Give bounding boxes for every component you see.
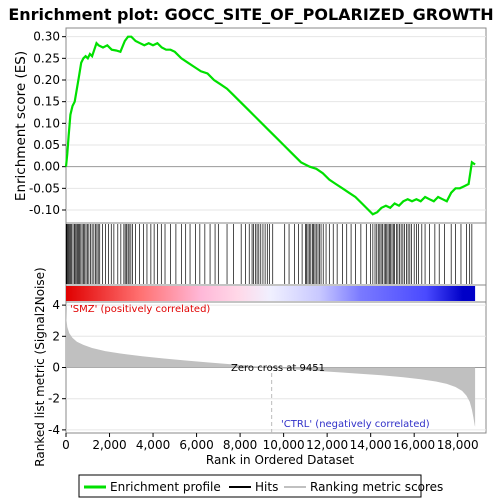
es-gridlines	[66, 36, 486, 211]
legend-ranking-label: Ranking metric scores	[310, 480, 443, 494]
x-tick-label: 4,000	[136, 438, 170, 452]
x-tick-label: 16,000	[393, 438, 435, 452]
hits-area	[65, 222, 487, 286]
es-y-axis-label: Enrichment score (ES)	[13, 51, 29, 201]
es-y-axis: -0.10 -0.05 0.00 0.05 0.10 0.15 0.20 0.25 0.30	[29, 30, 66, 217]
enrichment-score-panel: -0.10 -0.05 0.00 0.05 0.10 0.15 0.20 0.25 0.30 E…	[13, 27, 487, 224]
hit-lines	[65, 224, 473, 284]
es-y-tick-label: 0.10	[33, 116, 60, 130]
es-y-tick-label: -0.05	[29, 181, 60, 195]
enrichment-profile-line	[64, 35, 476, 216]
metric-y-tick-label: -4	[48, 423, 60, 437]
positive-correlation-label: 'SMZ' (positively correlated)	[70, 304, 210, 315]
colorbar-gradient	[66, 286, 476, 301]
x-tick-label: 12,000	[306, 438, 348, 452]
es-y-tick-label: 0.25	[33, 51, 60, 65]
legend-hits-label: Hits	[255, 480, 278, 494]
x-axis-label: Rank in Ordered Dataset	[206, 453, 354, 467]
es-y-tick-label: 0.20	[33, 73, 60, 87]
hits-panel	[65, 222, 487, 286]
metric-y-axis-label: Ranked list metric (Signal2Noise)	[33, 267, 47, 466]
ranked-metric-panel: -4 -2 0 2 4 'SMZ' (positively correlated) Ze…	[33, 267, 487, 467]
es-y-tick-label: -0.10	[29, 203, 60, 217]
negative-correlation-label: 'CTRL' (negatively correlated)	[281, 419, 430, 430]
x-tick-label: 10,000	[263, 438, 305, 452]
es-y-tick-label: 0.15	[33, 95, 60, 109]
legend: Enrichment profile Hits Ranking metric s…	[78, 474, 443, 498]
chart-title: Enrichment plot: GOCC_SITE_OF_POLARIZED_…	[8, 5, 493, 24]
x-tick-label: 8,000	[223, 438, 257, 452]
x-tick-label: 6,000	[179, 438, 213, 452]
metric-y-axis: -4 -2 0 2 4	[48, 298, 66, 437]
metric-y-tick-label: 4	[52, 298, 60, 312]
es-y-tick-label: 0.05	[33, 138, 60, 152]
legend-enrichment-label: Enrichment profile	[110, 480, 221, 494]
x-tick-label: 18,000	[437, 438, 479, 452]
zero-cross-label: Zero cross at 9451	[231, 363, 325, 374]
metric-y-tick-label: 2	[52, 329, 60, 343]
metric-y-tick-label: 0	[52, 361, 60, 375]
metric-y-tick-label: -2	[48, 392, 60, 406]
x-axis: 0 2,000 4,000 6,000 8,000 10,000 12,000 14,000 1…	[62, 433, 479, 452]
x-tick-label: 0	[62, 438, 70, 452]
es-y-tick-label: 0.00	[33, 160, 60, 174]
rank-colorbar	[65, 284, 487, 303]
es-plot-area	[65, 27, 487, 224]
x-tick-label: 2,000	[92, 438, 126, 452]
ranking-metric-area	[66, 308, 476, 427]
x-tick-label: 14,000	[350, 438, 392, 452]
es-y-tick-label: 0.30	[33, 30, 60, 44]
